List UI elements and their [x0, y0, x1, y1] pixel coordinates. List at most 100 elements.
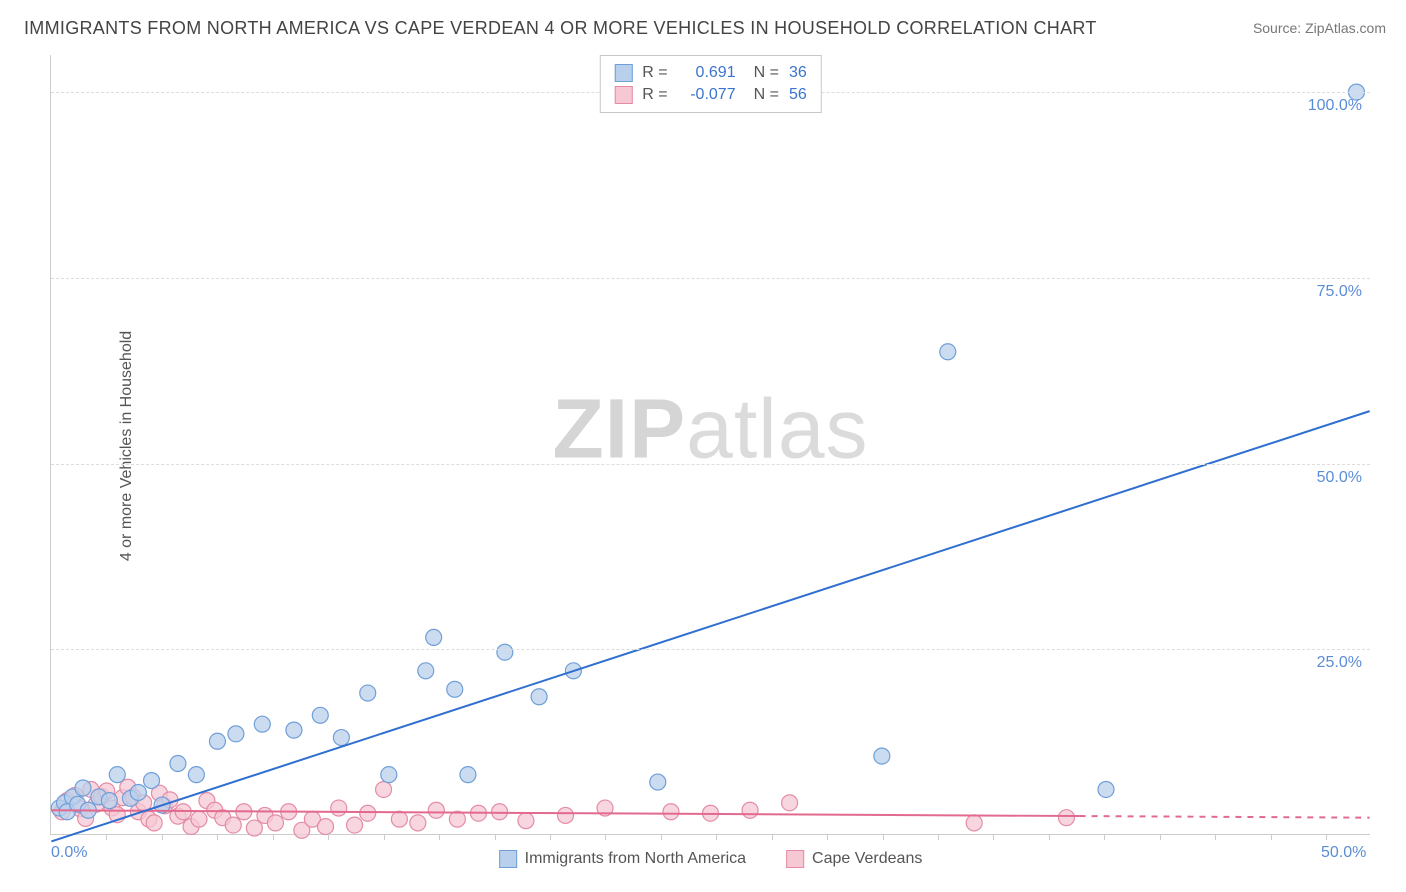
x-minor-tick — [495, 834, 496, 840]
n-label: N = — [754, 62, 779, 84]
n-label: N = — [754, 84, 779, 106]
legend-swatch — [499, 850, 517, 868]
data-point — [228, 726, 244, 742]
source-attribution: Source: ZipAtlas.com — [1253, 20, 1386, 36]
x-minor-tick — [1104, 834, 1105, 840]
legend-swatch — [786, 850, 804, 868]
legend-swatch — [614, 64, 632, 82]
data-point — [410, 815, 426, 831]
x-minor-tick — [106, 834, 107, 840]
data-point — [130, 784, 146, 800]
data-point — [531, 689, 547, 705]
y-tick-label: 50.0% — [1317, 469, 1362, 487]
data-point — [191, 811, 207, 827]
r-value: 0.691 — [678, 62, 736, 84]
data-point — [376, 781, 392, 797]
grid-line — [51, 464, 1370, 465]
data-point — [518, 813, 534, 829]
data-point — [75, 780, 91, 796]
data-point — [170, 756, 186, 772]
data-point — [360, 805, 376, 821]
data-point — [246, 820, 262, 836]
data-point — [391, 811, 407, 827]
data-point — [492, 804, 508, 820]
data-point — [742, 802, 758, 818]
legend-label: Immigrants from North America — [525, 850, 746, 868]
data-point — [188, 767, 204, 783]
data-point — [874, 748, 890, 764]
data-point — [101, 793, 117, 809]
trend-line-extrapolated — [1080, 816, 1370, 818]
data-point — [360, 685, 376, 701]
data-point — [966, 815, 982, 831]
data-point — [286, 722, 302, 738]
x-minor-tick — [550, 834, 551, 840]
x-minor-tick — [384, 834, 385, 840]
n-value: 36 — [789, 62, 807, 84]
legend-item: Immigrants from North America — [499, 850, 746, 868]
y-tick-label: 25.0% — [1317, 654, 1362, 672]
y-tick-label: 75.0% — [1317, 283, 1362, 301]
chart-title: IMMIGRANTS FROM NORTH AMERICA VS CAPE VE… — [24, 18, 1097, 39]
x-minor-tick — [1049, 834, 1050, 840]
r-value: -0.077 — [678, 84, 736, 106]
data-point — [381, 767, 397, 783]
data-point — [331, 800, 347, 816]
data-point — [312, 707, 328, 723]
source-link[interactable]: ZipAtlas.com — [1305, 20, 1386, 36]
x-minor-tick — [827, 834, 828, 840]
x-minor-tick — [716, 834, 717, 840]
x-tick-label: 50.0% — [1321, 844, 1366, 862]
source-prefix: Source: — [1253, 20, 1305, 36]
legend-item: Cape Verdeans — [786, 850, 922, 868]
data-point — [460, 767, 476, 783]
data-point — [447, 681, 463, 697]
x-minor-tick — [772, 834, 773, 840]
data-point — [663, 804, 679, 820]
data-point — [650, 774, 666, 790]
x-minor-tick — [328, 834, 329, 840]
data-point — [225, 817, 241, 833]
data-point — [557, 807, 573, 823]
x-minor-tick — [1326, 834, 1327, 840]
data-point — [426, 629, 442, 645]
x-minor-tick — [1215, 834, 1216, 840]
data-point — [333, 730, 349, 746]
grid-line — [51, 649, 1370, 650]
data-point — [1098, 781, 1114, 797]
plot-area: ZIPatlas R =0.691N =36R =-0.077N =56 Imm… — [50, 55, 1370, 835]
series-legend: Immigrants from North America Cape Verdea… — [499, 850, 923, 868]
data-point — [209, 733, 225, 749]
data-point — [940, 344, 956, 360]
x-minor-tick — [605, 834, 606, 840]
x-minor-tick — [938, 834, 939, 840]
x-minor-tick — [439, 834, 440, 840]
n-value: 56 — [789, 84, 807, 106]
data-point — [347, 817, 363, 833]
data-point — [782, 795, 798, 811]
data-point — [144, 773, 160, 789]
correlation-legend: R = 0.691 N = 36R = -0.077 N = 56 — [599, 55, 821, 113]
data-point — [418, 663, 434, 679]
x-minor-tick — [162, 834, 163, 840]
grid-line — [51, 278, 1370, 279]
x-minor-tick — [217, 834, 218, 840]
data-point — [318, 819, 334, 835]
data-point — [1058, 810, 1074, 826]
data-point — [267, 815, 283, 831]
x-minor-tick — [1160, 834, 1161, 840]
legend-row: R = -0.077 N = 56 — [614, 84, 806, 106]
data-point — [497, 644, 513, 660]
data-point — [254, 716, 270, 732]
legend-row: R =0.691N =36 — [614, 62, 806, 84]
r-label: R = — [642, 84, 667, 106]
x-minor-tick — [1271, 834, 1272, 840]
data-point — [146, 815, 162, 831]
x-minor-tick — [661, 834, 662, 840]
y-tick-label: 100.0% — [1308, 97, 1362, 115]
legend-swatch — [614, 86, 632, 104]
legend-label: Cape Verdeans — [812, 850, 922, 868]
x-minor-tick — [883, 834, 884, 840]
x-minor-tick — [273, 834, 274, 840]
data-point — [428, 802, 444, 818]
